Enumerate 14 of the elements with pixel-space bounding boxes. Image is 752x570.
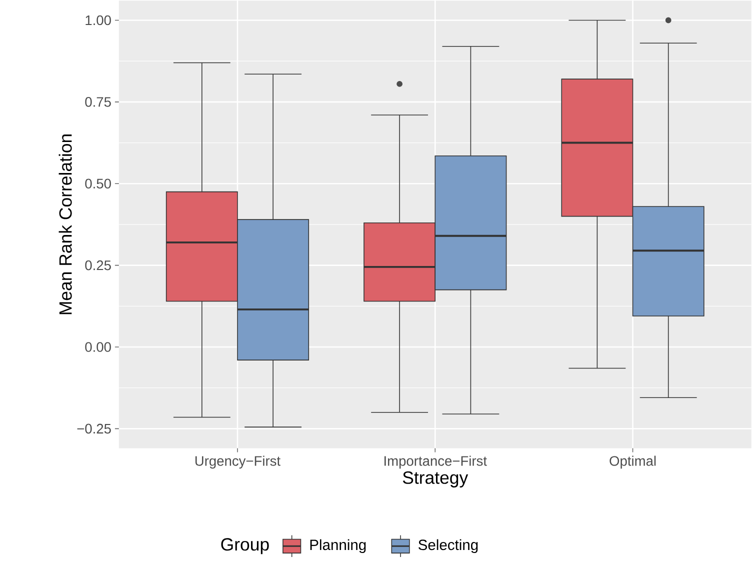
x-axis-title: Strategy — [402, 471, 468, 488]
y-tick-label: 1.00 — [86, 15, 111, 26]
x-tick-label: Urgency−First — [195, 456, 280, 469]
y-tick-label: 0.00 — [85, 342, 111, 352]
y-tick-label: −0.25 — [77, 424, 111, 434]
x-tick-label: Optimal — [610, 456, 656, 469]
y-tick-label: 0.50 — [85, 178, 111, 189]
y-tick-label: 0.25 — [85, 260, 111, 270]
legend-label: Planning — [310, 539, 366, 554]
y-tick-label: 0.75 — [85, 97, 111, 107]
legend-title: Group — [221, 538, 269, 554]
x-tick-label: Importance−First — [384, 456, 487, 469]
y-axis-title: Mean Rank Correlation — [58, 134, 72, 314]
legend-label: Selecting — [418, 539, 478, 554]
